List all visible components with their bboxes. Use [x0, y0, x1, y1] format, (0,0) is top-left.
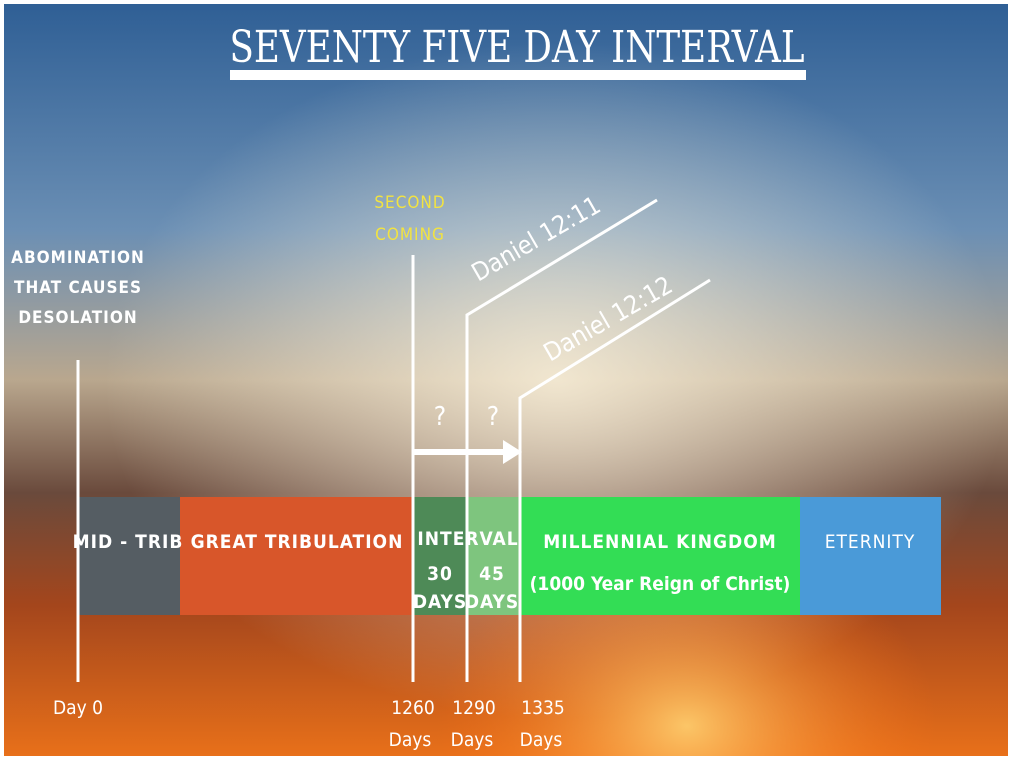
timeline-marker [465, 198, 658, 682]
day-label: 1260 [391, 697, 435, 719]
sunset [4, 4, 1008, 756]
marker-label: THAT CAUSES [14, 278, 142, 298]
day-label: 1290 [452, 697, 496, 719]
question-mark: ? [434, 402, 446, 432]
segment-label: 45 [479, 563, 505, 585]
marker-label: SECOND [374, 193, 445, 213]
timeline-marker [518, 278, 711, 682]
segment-30-days [413, 497, 467, 615]
segment-great-tribulation [180, 497, 413, 615]
segment-label: DAYS [465, 591, 519, 613]
day-label: Day 0 [53, 697, 103, 719]
marker-label: ABOMINATION [11, 248, 145, 268]
segment-eternity [800, 497, 941, 615]
segment-millennial [520, 497, 800, 615]
marker-label: DESOLATION [18, 308, 137, 328]
day-label: Days [389, 729, 432, 751]
segment-label: DAYS [413, 591, 467, 613]
marker-label: COMING [375, 225, 445, 245]
arrow-head [503, 440, 522, 464]
question-mark: ? [487, 402, 499, 432]
title-underline [230, 70, 806, 80]
day-label: Days [520, 729, 563, 751]
title: SEVENTY FIVE DAY INTERVAL [230, 22, 805, 73]
segment-label: ETERNITY [825, 531, 916, 553]
segment-mid-trib [78, 497, 180, 615]
segment-label: 30 [427, 563, 453, 585]
day-label: Days [451, 729, 494, 751]
segment-label: (1000 Year Reign of Christ) [530, 573, 791, 595]
day-label: 1335 [521, 697, 565, 719]
segment-label: GREAT TRIBULATION [191, 531, 404, 553]
segment-45-days [467, 497, 520, 615]
segment-label: MID - TRIB [73, 531, 184, 553]
segment-label: MILLENNIAL KINGDOM [543, 531, 777, 553]
